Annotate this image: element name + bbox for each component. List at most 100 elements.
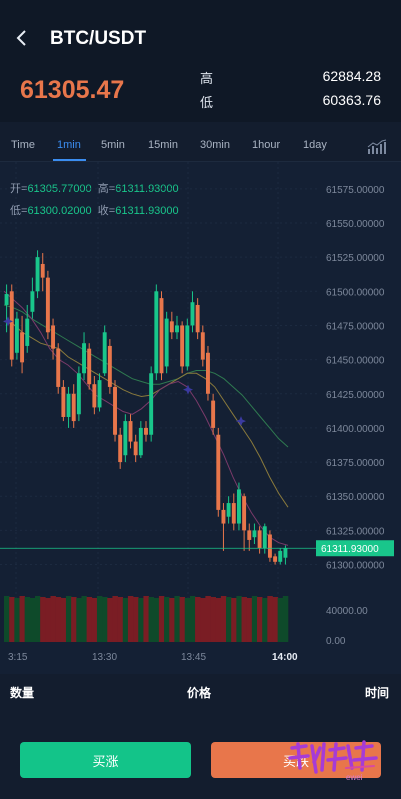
y-tick-label: 61575.00000 xyxy=(326,185,385,196)
watermark-logo: ewei xyxy=(288,740,378,782)
page-title: BTC/USDT xyxy=(50,28,147,49)
volume-bar xyxy=(282,596,289,642)
y-tick-label: 61350.00000 xyxy=(326,492,385,503)
low-label: 低 xyxy=(200,95,214,110)
price-summary: 61305.47 高 62884.28 低 60363.76 xyxy=(0,64,401,122)
app-header: BTC/USDT xyxy=(0,0,401,64)
high-label: 高 xyxy=(200,71,214,86)
tab-time[interactable]: Time xyxy=(11,139,36,151)
candle-body xyxy=(169,321,174,333)
volume-bar xyxy=(138,598,144,642)
y-tick-label: 61550.00000 xyxy=(326,219,385,230)
y-tick-label: 61325.00000 xyxy=(326,526,385,537)
candle-body xyxy=(190,302,195,326)
volume-bar xyxy=(50,596,56,642)
col-quantity: 数量 xyxy=(10,686,35,700)
volume-bar xyxy=(267,596,273,642)
candle-body xyxy=(45,277,50,333)
candle-body xyxy=(30,291,35,312)
candle-body xyxy=(92,384,97,408)
volume-bar xyxy=(200,598,206,642)
volume-tick-label: 0.00 xyxy=(326,636,346,647)
current-price-tag xyxy=(316,540,394,557)
candle-body xyxy=(206,352,210,394)
volume-bar xyxy=(14,598,20,642)
candle-body xyxy=(273,556,278,562)
volume-bar xyxy=(226,597,232,642)
candle-body xyxy=(133,441,138,456)
candle-body xyxy=(102,332,107,374)
candle-body xyxy=(9,291,14,360)
watermark-text: ewei xyxy=(346,773,363,782)
volume-bar xyxy=(257,597,263,642)
candle-body xyxy=(4,294,9,305)
volume-bar xyxy=(272,597,278,642)
tab-1hour[interactable]: 1hour xyxy=(252,139,281,151)
candle-body xyxy=(128,421,133,442)
close-value: 61311.93000 xyxy=(115,205,179,217)
y-tick-label: 61475.00000 xyxy=(326,321,385,332)
volume-bar xyxy=(262,598,268,642)
volume-bar xyxy=(158,596,165,642)
low-ohlc-label: 低= xyxy=(10,205,28,217)
volume-bar xyxy=(189,596,196,642)
volume-bar xyxy=(251,596,258,642)
volume-tick-label: 40000.00 xyxy=(326,606,368,617)
candle-body xyxy=(14,318,19,353)
marker-star-0 xyxy=(3,316,13,327)
volume-bar xyxy=(71,597,77,642)
volume-bar xyxy=(55,597,62,642)
bar-chart-icon[interactable] xyxy=(367,139,387,155)
volume-bar xyxy=(86,597,93,642)
volume-bar xyxy=(102,597,108,642)
volume-bar xyxy=(277,598,284,642)
volume-bar xyxy=(24,597,31,642)
x-tick-label: 13:45 xyxy=(181,652,206,663)
x-tick-label: 14:00 xyxy=(272,652,298,663)
candle-body xyxy=(56,348,61,387)
candle-body xyxy=(144,427,148,435)
kline-chart[interactable]: 61575.00000 61550.00000 61525.00000 61500.0… xyxy=(0,162,401,674)
candle-body xyxy=(107,345,112,387)
candle-body xyxy=(278,550,283,562)
volume-bar xyxy=(205,596,211,642)
candle-body xyxy=(200,332,205,360)
volume-bar xyxy=(195,597,201,642)
active-tab-indicator xyxy=(53,159,86,161)
candle-body xyxy=(247,530,252,540)
tab-15min[interactable]: 15min xyxy=(148,139,178,151)
candle-body xyxy=(113,386,117,435)
tab-30min[interactable]: 30min xyxy=(200,139,230,151)
volume-bar xyxy=(29,598,36,642)
col-price: 价格 xyxy=(187,686,212,700)
candle-body xyxy=(61,386,66,417)
ma-line-yellow xyxy=(3,320,289,508)
candle-body xyxy=(40,263,45,278)
volume-bar xyxy=(96,596,103,642)
buy-up-button[interactable]: 买涨 xyxy=(20,742,191,778)
volume-bar xyxy=(148,597,155,642)
candle-body xyxy=(71,393,76,422)
chevron-left-icon[interactable] xyxy=(14,28,28,48)
candle-body xyxy=(257,530,262,549)
volume-bar xyxy=(91,598,98,642)
tab-1day[interactable]: 1day xyxy=(303,139,327,151)
action-bar: 买涨 买跌 xyxy=(0,706,401,799)
kline-chart-area[interactable]: 开=61305.77000 高=61311.93000 低=61300.0200… xyxy=(0,162,401,674)
tab-1min[interactable]: 1min xyxy=(57,139,81,151)
candle-body xyxy=(97,380,102,408)
y-tick-label: 61300.00000 xyxy=(326,561,385,572)
candle-body xyxy=(118,434,123,463)
candle-body xyxy=(236,489,241,524)
ohlc-row-2: 低=61300.02000 收=61311.93000 xyxy=(10,202,179,218)
volume-bar xyxy=(179,597,186,642)
y-tick-label: 61450.00000 xyxy=(326,356,385,367)
candle-body xyxy=(226,503,231,517)
candle-body xyxy=(25,318,30,346)
volume-bar xyxy=(246,598,253,642)
volume-bar xyxy=(40,597,46,642)
tab-5min[interactable]: 5min xyxy=(101,139,125,151)
y-tick-label: 61525.00000 xyxy=(326,253,385,264)
volume-bar xyxy=(236,596,242,642)
candle-body xyxy=(138,427,143,456)
